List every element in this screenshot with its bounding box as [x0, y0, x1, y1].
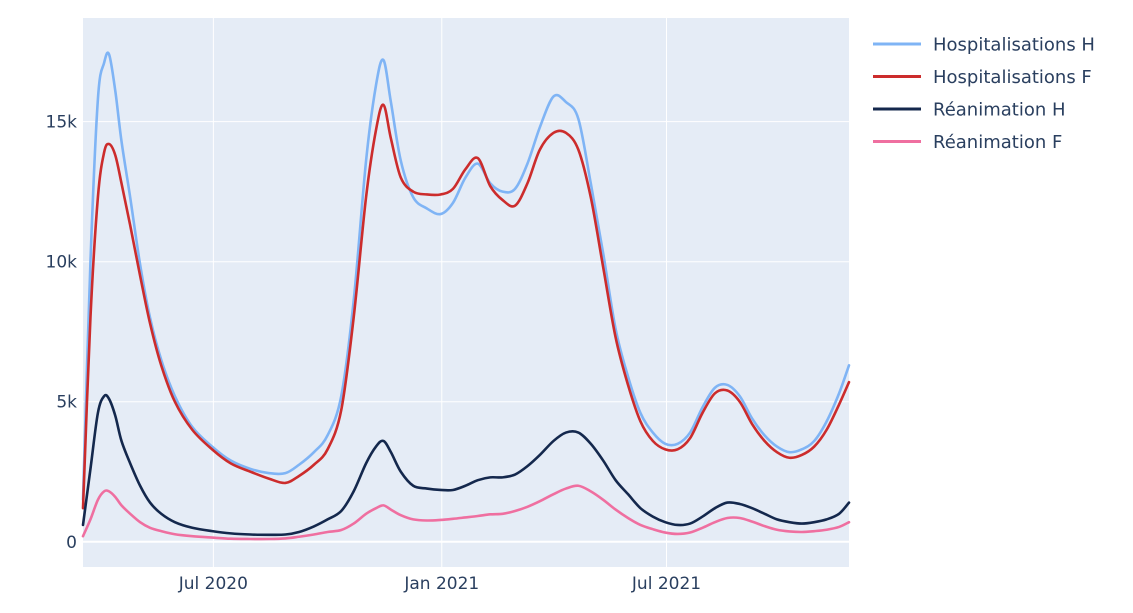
y-gridlines: [83, 121, 849, 543]
y-tick-label: 5k: [56, 393, 77, 413]
legend-item[interactable]: Hospitalisations H: [873, 35, 1095, 56]
legend-label: Réanimation H: [933, 100, 1066, 121]
legend-label: Réanimation F: [933, 132, 1062, 153]
x-tick-label: Jul 2020: [178, 574, 248, 594]
y-tick-label: 0: [66, 533, 77, 553]
legend-label: Hospitalisations F: [933, 67, 1092, 88]
x-gridlines: [212, 18, 668, 567]
legend-item[interactable]: Réanimation H: [873, 100, 1066, 121]
legend-label: Hospitalisations H: [933, 35, 1095, 56]
series-line-reanimation-f: [81, 484, 851, 541]
series-lines: [81, 51, 851, 541]
legend-item[interactable]: Réanimation F: [873, 132, 1062, 153]
y-tick-label: 10k: [46, 253, 78, 273]
y-axis-tick-labels: 0 5k 10k 15k: [46, 113, 78, 553]
series-line-hospitalisations-f: [81, 103, 851, 510]
x-tick-label: Jul 2021: [631, 574, 701, 594]
y-tick-label: 15k: [46, 113, 78, 133]
x-axis-tick-labels: Jul 2020 Jan 2021 Jul 2021: [178, 574, 701, 594]
plot-area: [83, 18, 849, 567]
legend-item[interactable]: Hospitalisations F: [873, 67, 1092, 88]
x-tick-label: Jan 2021: [403, 574, 479, 594]
legend[interactable]: Hospitalisations H Hospitalisations F Réan…: [873, 35, 1095, 154]
series-line-reanimation-h: [81, 393, 851, 537]
